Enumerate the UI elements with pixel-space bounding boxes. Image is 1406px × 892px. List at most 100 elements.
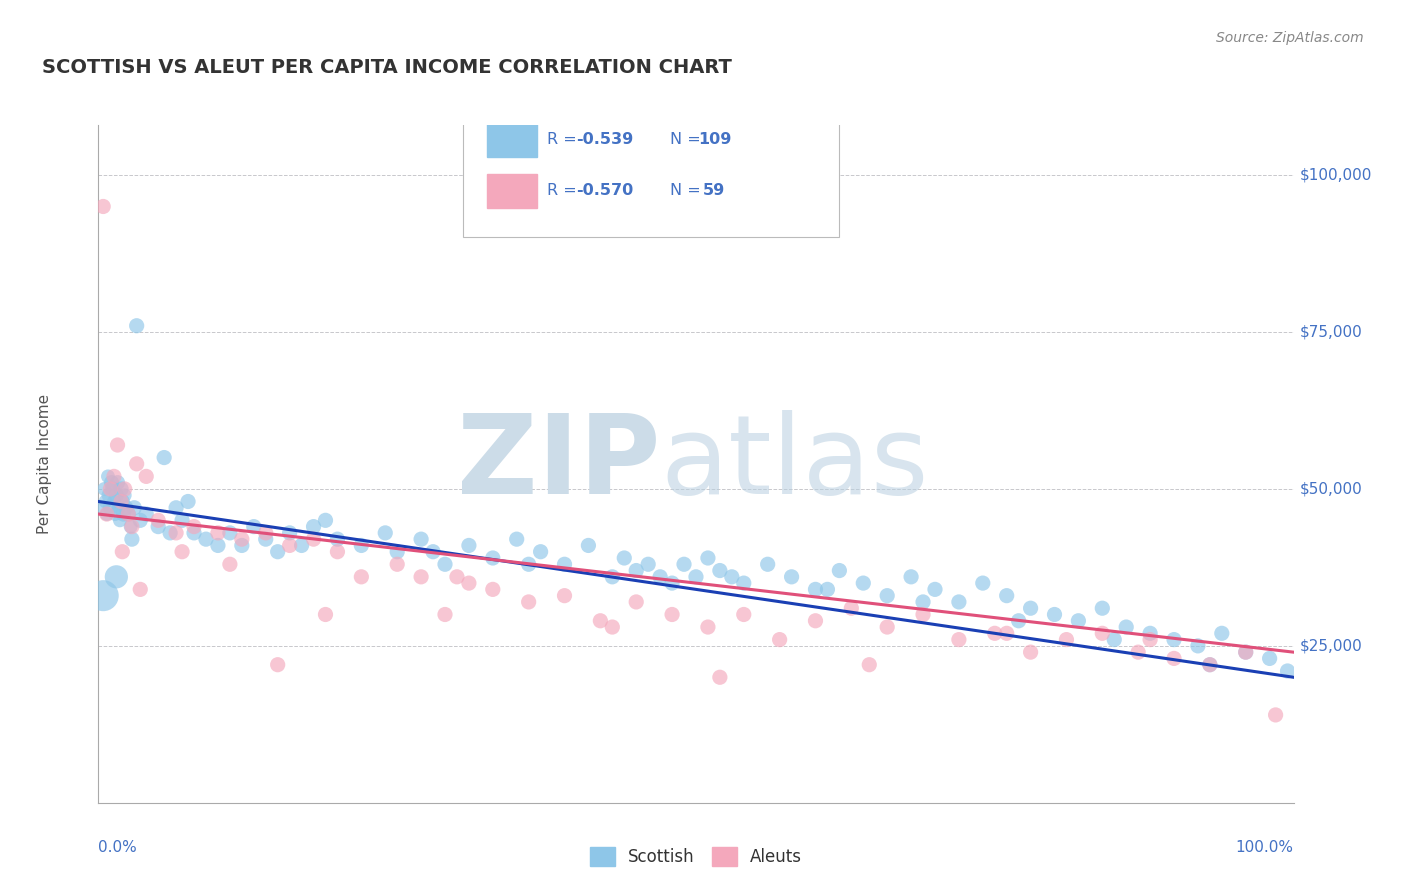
- Point: [446, 570, 468, 584]
- Point: [91, 589, 114, 603]
- Text: atlas: atlas: [661, 410, 928, 517]
- Point: [517, 558, 540, 572]
- Point: [600, 620, 623, 634]
- Point: [302, 532, 325, 546]
- Point: [433, 558, 456, 572]
- Point: [733, 607, 755, 622]
- Point: [733, 576, 755, 591]
- Point: [1043, 607, 1066, 622]
- Text: 109: 109: [699, 132, 731, 147]
- Point: [876, 620, 898, 634]
- Point: [1019, 601, 1042, 615]
- Point: [411, 570, 433, 584]
- Point: [172, 545, 194, 559]
- Point: [685, 570, 707, 584]
- Point: [624, 595, 647, 609]
- Point: [94, 494, 117, 508]
- Point: [554, 558, 576, 572]
- Point: [159, 525, 181, 540]
- Point: [103, 469, 125, 483]
- Point: [828, 564, 851, 578]
- Point: [1102, 632, 1125, 647]
- Point: [911, 595, 934, 609]
- Text: SCOTTISH VS ALEUT PER CAPITA INCOME CORRELATION CHART: SCOTTISH VS ALEUT PER CAPITA INCOME CORR…: [42, 58, 733, 77]
- Text: $100,000: $100,000: [1299, 168, 1372, 183]
- Point: [105, 488, 128, 502]
- Bar: [486, 174, 537, 208]
- Point: [183, 525, 205, 540]
- Point: [422, 545, 444, 559]
- Point: [177, 494, 200, 508]
- Point: [481, 582, 505, 597]
- Point: [135, 507, 157, 521]
- Point: [900, 570, 922, 584]
- Point: [385, 545, 409, 559]
- Point: [1187, 639, 1209, 653]
- Point: [1128, 645, 1150, 659]
- Point: [105, 570, 128, 584]
- Text: R =: R =: [547, 183, 582, 198]
- Text: -0.570: -0.570: [576, 183, 634, 198]
- Point: [815, 582, 838, 597]
- Point: [554, 589, 576, 603]
- Point: [1277, 664, 1299, 678]
- Point: [624, 564, 647, 578]
- Point: [165, 525, 187, 540]
- Point: [780, 570, 803, 584]
- Point: [91, 500, 114, 515]
- Point: [254, 525, 277, 540]
- Text: Per Capita Income: Per Capita Income: [37, 393, 52, 534]
- Point: [720, 570, 742, 584]
- Point: [983, 626, 1005, 640]
- Point: [1139, 632, 1161, 647]
- Point: [117, 507, 139, 521]
- Point: [529, 545, 551, 559]
- Point: [125, 457, 148, 471]
- Point: [1054, 632, 1078, 647]
- Point: [1234, 645, 1257, 659]
- Point: [231, 538, 253, 552]
- Point: [111, 494, 134, 508]
- Point: [148, 513, 170, 527]
- Point: [1264, 707, 1286, 722]
- Point: [911, 607, 934, 622]
- Point: [411, 532, 433, 546]
- Point: [661, 607, 683, 622]
- Point: [231, 532, 253, 546]
- Point: [326, 545, 349, 559]
- Point: [1115, 620, 1137, 634]
- Point: [278, 538, 301, 552]
- Point: [121, 519, 143, 533]
- Point: [267, 657, 290, 672]
- Point: [194, 532, 217, 546]
- Point: [153, 450, 176, 465]
- Point: [93, 482, 115, 496]
- Point: [315, 607, 337, 622]
- Point: [278, 525, 301, 540]
- Text: $50,000: $50,000: [1299, 482, 1362, 497]
- Point: [107, 475, 129, 490]
- Point: [120, 519, 142, 533]
- Point: [839, 601, 862, 615]
- Text: 100.0%: 100.0%: [1236, 840, 1294, 855]
- Text: $75,000: $75,000: [1299, 325, 1362, 340]
- Point: [1198, 657, 1220, 672]
- Point: [1211, 626, 1233, 640]
- Point: [290, 538, 312, 552]
- Point: [207, 525, 229, 540]
- Point: [1007, 614, 1029, 628]
- Text: N =: N =: [669, 183, 706, 198]
- Point: [995, 589, 1018, 603]
- Point: [350, 570, 373, 584]
- Text: N =: N =: [669, 132, 706, 147]
- Point: [110, 482, 132, 496]
- Point: [948, 632, 970, 647]
- Point: [350, 538, 373, 552]
- Point: [613, 551, 636, 566]
- Point: [96, 507, 118, 521]
- Point: [302, 519, 325, 533]
- Point: [1067, 614, 1090, 628]
- Point: [125, 318, 148, 333]
- Point: [101, 482, 124, 496]
- Point: [129, 582, 152, 597]
